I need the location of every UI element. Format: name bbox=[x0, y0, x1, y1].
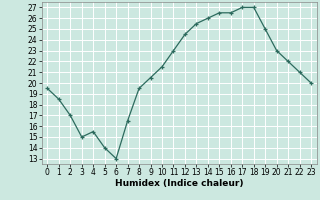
X-axis label: Humidex (Indice chaleur): Humidex (Indice chaleur) bbox=[115, 179, 244, 188]
